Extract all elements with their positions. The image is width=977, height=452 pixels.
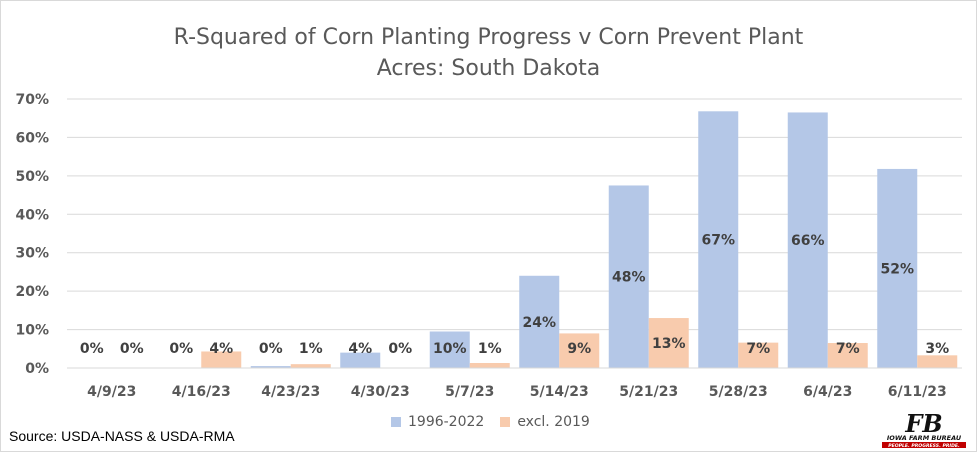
bar-series-2: [648, 318, 689, 368]
y-tick-label: 60%: [15, 130, 49, 146]
bar-series-1: [340, 352, 381, 368]
x-tick-label: 5/28/23: [709, 384, 768, 400]
x-tick-label: 6/4/23: [803, 384, 852, 400]
bar-series-2: [469, 363, 510, 368]
data-label-series-1: 24%: [522, 315, 556, 331]
bar-series-1: [877, 168, 918, 368]
legend-swatch-series-1: [391, 417, 401, 427]
data-label-series-1: 0%: [80, 341, 104, 357]
y-tick-label: 10%: [15, 323, 49, 339]
data-label-series-1: 10%: [433, 341, 467, 357]
logo-mark: FB: [904, 410, 942, 438]
bar-series-1: [519, 275, 560, 368]
data-label-series-2: 4%: [209, 341, 233, 357]
legend-item-series-1: 1996-2022: [391, 414, 484, 430]
legend: 1996-2022 excl. 2019: [391, 412, 606, 432]
bar-series-1: [787, 112, 828, 368]
source-note: Source: USDA-NASS & USDA-RMA: [9, 428, 235, 444]
x-tick-label: 5/7/23: [445, 384, 494, 400]
x-tick-label: 4/30/23: [351, 384, 410, 400]
legend-item-series-2: excl. 2019: [500, 414, 590, 430]
x-tick-label: 4/16/23: [172, 384, 231, 400]
bar-series-2: [738, 342, 779, 368]
bar-series-2: [559, 333, 600, 368]
legend-label-series-2: excl. 2019: [517, 414, 590, 430]
x-tick-label: 4/23/23: [261, 384, 320, 400]
y-tick-label: 20%: [15, 284, 49, 300]
data-label-series-2: 7%: [746, 341, 770, 357]
data-label-series-2: 1%: [478, 341, 502, 357]
iowa-farm-bureau-logo: FB IOWA FARM BUREAU PEOPLE. PROGRESS. PR…: [882, 410, 966, 449]
bar-series-2: [201, 351, 242, 368]
y-tick-label: 70%: [15, 92, 49, 108]
data-label-series-1: 67%: [701, 233, 735, 249]
data-label-series-2: 1%: [299, 341, 323, 357]
data-label-series-2: 0%: [120, 341, 144, 357]
logo-tagline: PEOPLE. PROGRESS. PRIDE.: [888, 443, 960, 449]
data-label-series-1: 52%: [880, 261, 914, 277]
y-tick-label: 40%: [15, 207, 49, 223]
y-tick-label: 50%: [15, 169, 49, 185]
bar-series-1: [429, 331, 470, 368]
logo-text: IOWA FARM BUREAU: [887, 434, 962, 442]
bar-series-1: [698, 111, 739, 368]
data-label-series-2: 9%: [567, 341, 591, 357]
x-tick-label: 4/9/23: [87, 384, 136, 400]
chart-title: R-Squared of Corn Planting Progress v Co…: [0, 22, 977, 84]
data-label-series-1: 66%: [791, 233, 825, 249]
bar-series-1: [250, 366, 291, 368]
y-tick-label: 30%: [15, 246, 49, 262]
data-label-series-1: 0%: [259, 341, 283, 357]
data-label-series-2: 13%: [652, 336, 686, 352]
data-label-series-2: 7%: [836, 341, 860, 357]
data-label-series-1: 0%: [169, 341, 193, 357]
legend-swatch-series-2: [500, 417, 511, 427]
bar-series-2: [290, 364, 331, 368]
logo-tagline-bar: [882, 442, 966, 448]
data-label-series-1: 4%: [348, 341, 372, 357]
bar-series-2: [827, 343, 868, 368]
bar-series-1: [608, 185, 649, 368]
y-tick-label: 0%: [25, 361, 49, 377]
legend-label-series-1: 1996-2022: [408, 414, 485, 430]
data-label-series-2: 3%: [925, 341, 949, 357]
x-tick-label: 6/11/23: [888, 384, 947, 400]
x-tick-label: 5/14/23: [530, 384, 589, 400]
chart-title-line-2: Acres: South Dakota: [376, 56, 601, 81]
chart-title-line-1: R-Squared of Corn Planting Progress v Co…: [173, 25, 804, 50]
data-label-series-1: 48%: [612, 270, 646, 286]
bar-series-2: [917, 355, 958, 368]
x-tick-label: 5/21/23: [619, 384, 678, 400]
data-label-series-2: 0%: [388, 341, 412, 357]
